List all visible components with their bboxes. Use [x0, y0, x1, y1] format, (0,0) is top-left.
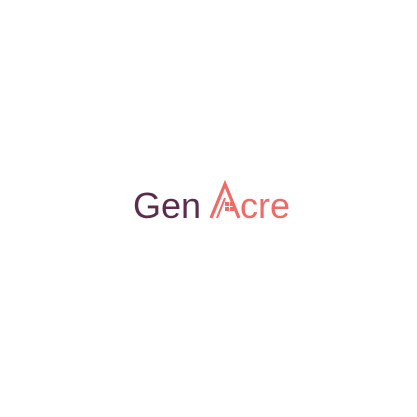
house-roof-icon [209, 180, 241, 219]
logo-word-cre: cre [240, 185, 290, 224]
genacre-logo: Gen cre [133, 180, 301, 224]
logo-graphic: Gen cre [133, 180, 290, 224]
logo-word-gen: Gen [133, 185, 201, 224]
